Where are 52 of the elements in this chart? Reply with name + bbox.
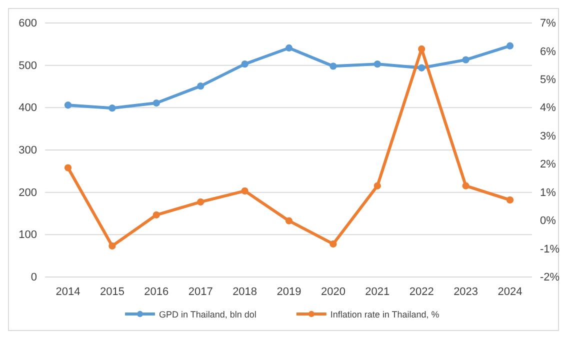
- point: [197, 82, 204, 90]
- point: [418, 64, 426, 72]
- x-tick-label: 2016: [144, 286, 169, 298]
- point: [197, 198, 204, 206]
- legend-label: GPD in Thailand, bln dol: [159, 310, 256, 320]
- x-tick-label: 2024: [498, 286, 522, 298]
- point: [462, 182, 470, 190]
- y2-tick-label: 3%: [540, 130, 556, 142]
- point: [241, 187, 248, 194]
- point: [330, 240, 337, 248]
- x-tick-label: 2014: [56, 286, 80, 298]
- point: [374, 182, 381, 190]
- y-tick-label: 600: [18, 18, 37, 30]
- point: [285, 44, 293, 52]
- y2-tick-label: -1%: [540, 243, 560, 256]
- x-tick-label: 2022: [409, 286, 434, 298]
- y-tick-label: 500: [18, 60, 37, 72]
- y2-tick-label: 6%: [540, 46, 556, 58]
- point: [152, 211, 160, 218]
- point: [374, 60, 381, 68]
- point: [108, 242, 116, 250]
- point: [418, 45, 426, 53]
- point: [241, 60, 248, 68]
- y-tick-label: 200: [18, 186, 37, 199]
- y-tick-label: 0: [30, 272, 37, 284]
- point: [285, 217, 293, 224]
- y-tick-label: 400: [18, 102, 37, 114]
- x-tick-label: 2017: [188, 286, 213, 298]
- point: [330, 62, 337, 70]
- x-tick-label: 2021: [365, 286, 390, 298]
- y2-tick-label: -2%: [540, 272, 560, 284]
- y2-tick-label: 0%: [540, 215, 556, 228]
- y2-tick-label: 2%: [540, 158, 556, 171]
- legend-label: Inflation rate in Thailand, %: [330, 310, 440, 320]
- x-tick-label: 2019: [276, 286, 302, 298]
- point: [506, 196, 514, 204]
- y-tick-label: 100: [18, 229, 37, 242]
- x-tick-label: 2020: [320, 286, 346, 298]
- point: [506, 42, 514, 50]
- y2-tick-label: 1%: [540, 186, 556, 199]
- point: [64, 102, 72, 109]
- point: [152, 99, 160, 107]
- x-tick-label: 2018: [232, 286, 258, 298]
- y2-tick-label: 4%: [540, 102, 556, 114]
- point: [64, 164, 72, 172]
- y2-tick-label: 7%: [540, 18, 556, 30]
- y-tick-label: 300: [18, 144, 37, 157]
- y2-tick-label: 5%: [540, 74, 556, 86]
- x-tick-label: 2023: [454, 286, 478, 298]
- point: [108, 104, 116, 112]
- x-tick-label: 2015: [100, 286, 124, 298]
- point: [462, 56, 470, 64]
